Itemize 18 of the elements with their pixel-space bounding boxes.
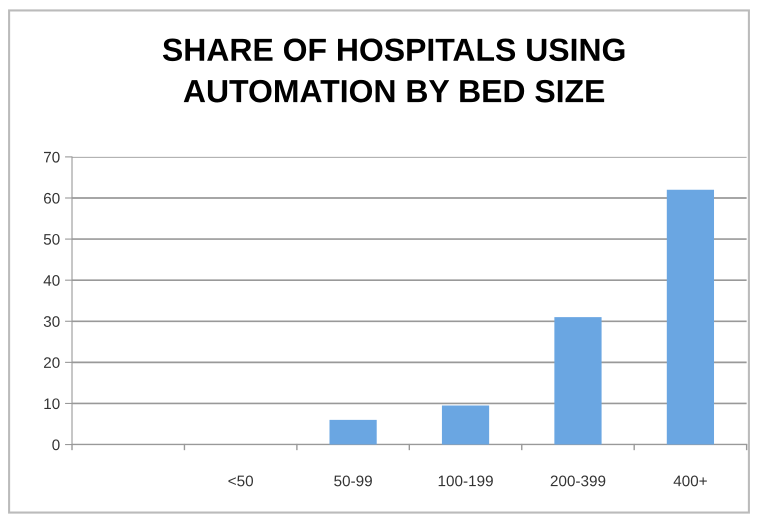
bar [442, 406, 490, 445]
y-tick-label: 30 [44, 316, 60, 327]
x-tick-label: 50-99 [334, 476, 372, 486]
y-tick-label: 70 [44, 152, 60, 163]
y-tick-label: 10 [44, 398, 60, 410]
x-tick-label: <50 [228, 476, 254, 486]
bar [329, 420, 377, 445]
y-tick-label: 60 [44, 192, 60, 204]
chart-title: SHARE OF HOSPITALS USING AUTOMATION BY BED SIZE [162, 38, 624, 102]
x-tick-label: 400+ [674, 476, 707, 486]
y-tick-label: 20 [44, 357, 60, 368]
x-tick-label: 200-399 [550, 476, 606, 486]
bar [554, 317, 602, 445]
bar [666, 190, 714, 445]
y-tick-label: 40 [44, 275, 60, 286]
y-tick-label: 0 [52, 439, 60, 450]
x-tick-label: 100-199 [438, 476, 493, 486]
y-tick-label: 50 [44, 234, 60, 245]
